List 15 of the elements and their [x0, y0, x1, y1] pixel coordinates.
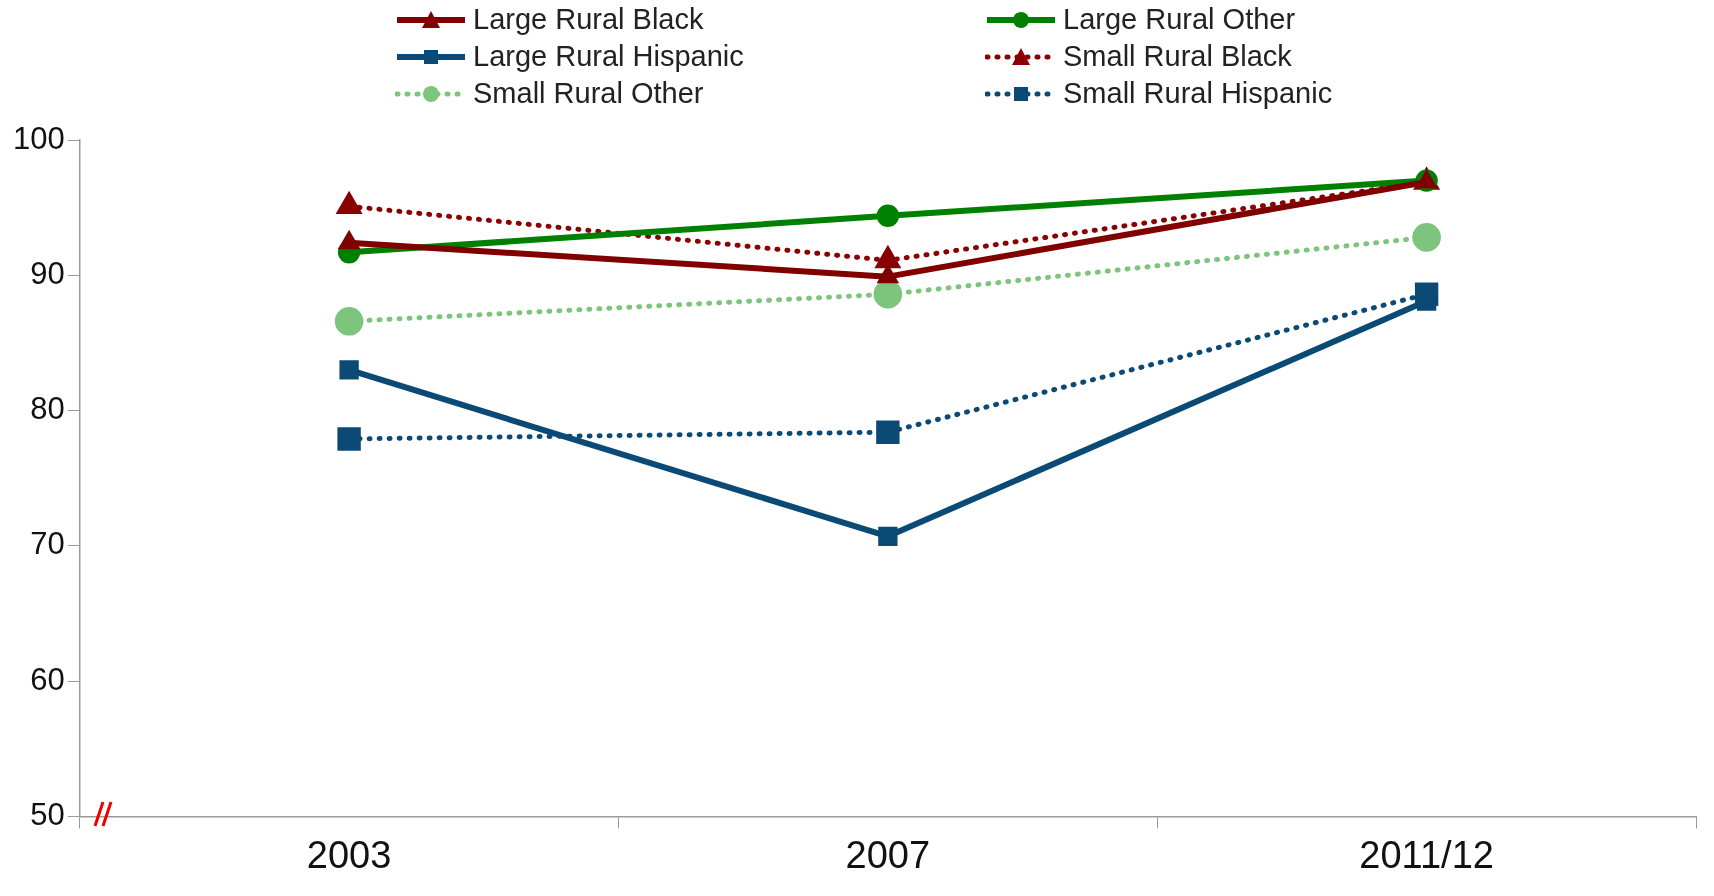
- legend-label: Large Rural Black: [473, 3, 704, 36]
- x-tick-label: 2007: [845, 833, 931, 876]
- legend-label: Small Rural Black: [1063, 40, 1292, 73]
- y-tick-label: 100: [12, 120, 65, 156]
- legend-label: Large Rural Other: [1063, 3, 1296, 36]
- y-tick-label: 70: [30, 526, 65, 562]
- y-tick-label: 80: [30, 391, 65, 427]
- legend-label: Large Rural Hispanic: [473, 40, 744, 73]
- x-tick-label: 2011/12: [1359, 833, 1494, 876]
- y-tick-label: 50: [30, 796, 65, 832]
- legend-label: Small Rural Other: [473, 77, 704, 110]
- y-tick-label: 60: [30, 661, 65, 697]
- legend-label: Small Rural Hispanic: [1063, 77, 1333, 110]
- x-tick-label: 2003: [306, 833, 392, 876]
- y-tick-label: 90: [30, 255, 65, 291]
